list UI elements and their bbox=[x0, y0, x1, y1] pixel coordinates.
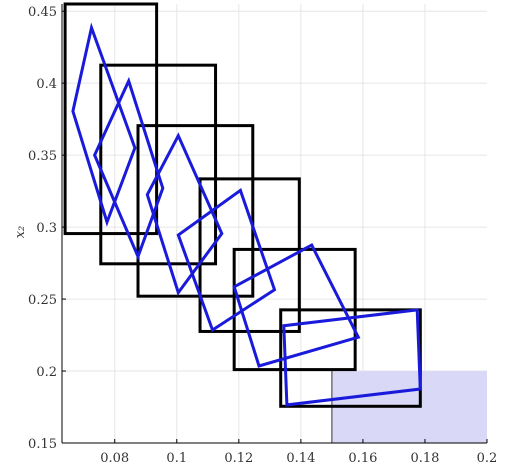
grid bbox=[62, 4, 487, 443]
x-tick-label: 0.14 bbox=[286, 451, 315, 466]
x-tick-label: 0.16 bbox=[348, 451, 377, 466]
interval-box bbox=[63, 2, 159, 236]
y-tick-label: 0.15 bbox=[28, 437, 57, 452]
zonotope bbox=[176, 188, 277, 333]
x-tick-label: 0.1 bbox=[166, 451, 187, 466]
x-tick-label: 0.18 bbox=[410, 451, 439, 466]
zonotopes bbox=[71, 22, 422, 407]
zonotope bbox=[232, 243, 361, 368]
zonotope bbox=[145, 132, 224, 296]
axes: 0.08 0.1 0.12 0.14 0.16 0.18 0.2 0.15 0.2 0.25 0.3… bbox=[28, 4, 497, 466]
y-tick-label: 0.45 bbox=[28, 5, 57, 20]
y-tick-label: 0.25 bbox=[28, 293, 57, 308]
y-tick-label: 0.4 bbox=[36, 77, 57, 92]
x-tick-label: 0.12 bbox=[224, 451, 253, 466]
zonotope bbox=[92, 76, 165, 261]
zonotope bbox=[282, 308, 422, 407]
y-tick-label: 0.2 bbox=[36, 365, 57, 380]
x-tick-label: 0.08 bbox=[100, 451, 129, 466]
interval-box bbox=[136, 124, 255, 298]
interval-box bbox=[99, 63, 218, 266]
y-tick-label: 0.35 bbox=[28, 149, 57, 164]
interval-boxes bbox=[63, 2, 422, 408]
x-tick-label: 0.2 bbox=[477, 451, 498, 466]
zonotope bbox=[71, 22, 137, 227]
y-tick-label: 0.3 bbox=[36, 221, 57, 236]
y-axis-label: x₂ bbox=[13, 226, 28, 239]
